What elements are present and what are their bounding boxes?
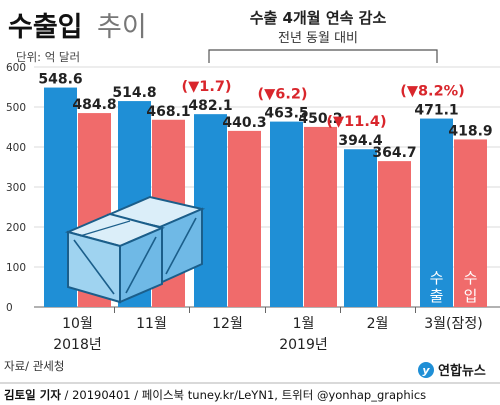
y-tick-label: 200: [6, 222, 26, 234]
bar-import: [228, 130, 261, 307]
brand-icon-glyph: y: [422, 364, 430, 377]
value-label-export: 471.1: [414, 103, 458, 119]
bar-import: [304, 126, 337, 307]
y-tick-label: 300: [6, 182, 26, 194]
y-tick-label: 100: [6, 262, 26, 274]
credit-rest: / 20190401 / 페이스북 tuney.kr/LeYN1, 트위터 @y…: [61, 388, 426, 402]
annotation-bracket: [208, 49, 438, 63]
legend-char: 출: [430, 287, 444, 305]
value-label-export: 394.4: [338, 133, 383, 149]
change-labels: (▼1.7) (▼6.2) (▼11.4) (▼8.2%): [181, 79, 464, 130]
x-axis-labels: 10월 2018년 11월 12월 1월 2019년 2월 3월(잠정): [53, 307, 483, 353]
box-illustration: [64, 195, 206, 304]
x-tick-label: 3월(잠정): [424, 316, 482, 332]
value-label-import: 484.8: [72, 97, 116, 113]
page-title: 수출입: [8, 12, 83, 43]
value-label-import: 418.9: [448, 123, 492, 139]
bar-export: [344, 149, 377, 307]
value-label-import: 364.7: [372, 145, 416, 161]
legend-char: 입: [464, 287, 478, 305]
y-tick-label: 600: [6, 62, 26, 74]
x-tick-label: 11월: [136, 316, 167, 332]
x-tick-label: 2월: [367, 316, 389, 332]
annotation-subtitle: 전년 동월 대비: [278, 31, 358, 46]
y-tick-label: 400: [6, 142, 26, 154]
x-tick-label: 1월: [293, 316, 315, 332]
change-label: (▼11.4): [326, 114, 386, 130]
change-label: (▼8.2%): [400, 84, 465, 100]
y-tick-label: 500: [6, 102, 26, 114]
brand-icon: [418, 362, 434, 378]
year-label: 2018년: [53, 337, 102, 353]
x-tick-label: 10월: [62, 316, 93, 332]
legend-char: 수: [464, 269, 478, 287]
annotation-title: 수출 4개월 연속 감소: [250, 9, 387, 27]
unit-label: 단위: 억 달러: [16, 50, 80, 64]
brand-logo: y 연합뉴스: [418, 362, 486, 379]
credit-author: 김토일 기자: [4, 388, 61, 402]
legend-char: 수: [430, 269, 444, 287]
credit-line: 김토일 기자 / 20190401 / 페이스북 tuney.kr/LeYN1,…: [4, 388, 426, 402]
change-label: (▼6.2): [257, 87, 307, 103]
brand-name: 연합뉴스: [438, 363, 486, 379]
y-tick-label: 0: [6, 302, 13, 314]
bar-export: [420, 118, 453, 307]
value-label-import: 468.1: [146, 104, 190, 120]
value-label-export: 548.6: [38, 72, 82, 88]
bar-import: [378, 161, 411, 307]
value-label-export: 463.5: [264, 106, 308, 122]
change-label: (▼1.7): [181, 79, 231, 95]
x-tick-label: 12월: [212, 316, 243, 332]
y-axis-ticks: 0 100 200 300 400 500 600: [6, 62, 26, 314]
value-label-export: 482.1: [188, 98, 232, 114]
value-label-import: 440.3: [222, 115, 266, 131]
bar-import: [454, 139, 487, 307]
bar-export: [270, 121, 303, 307]
page-title-suffix: 추이: [97, 12, 147, 43]
year-label: 2019년: [279, 337, 328, 353]
value-label-import: 450.2: [298, 111, 342, 127]
value-label-export: 514.8: [112, 85, 156, 101]
source-label: 자료/ 관세청: [4, 359, 64, 373]
